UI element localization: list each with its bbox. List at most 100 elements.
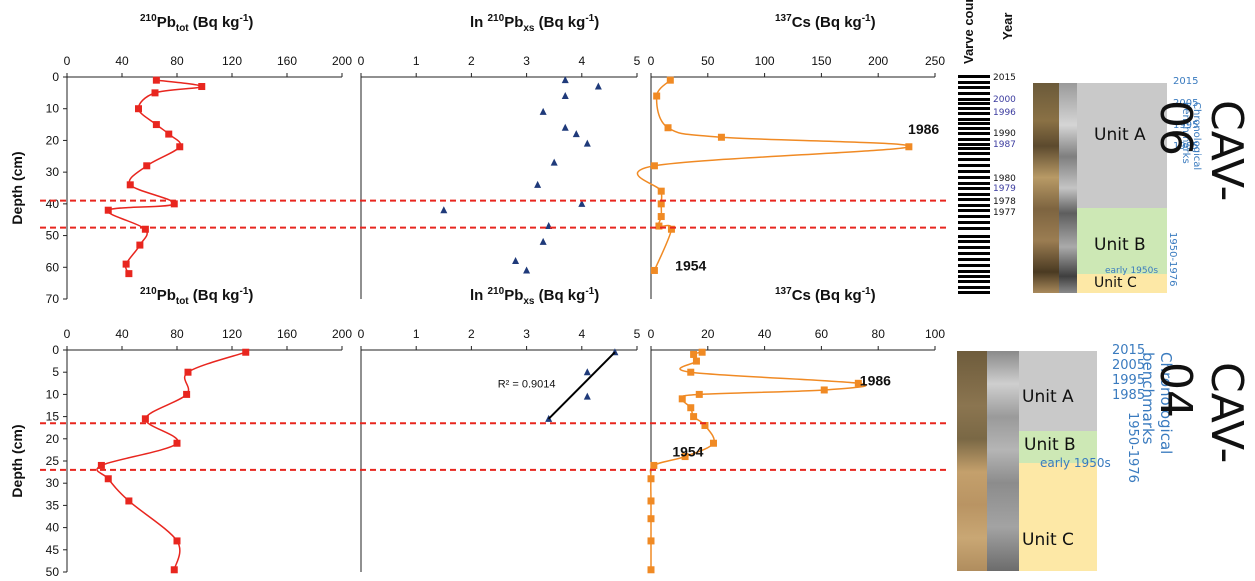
cav06-cs137-point [666,76,674,84]
cav04-cs137-title-unit-close: ) [871,287,876,304]
cav04-pb_tot-point [242,348,250,356]
cav06-pb_tot-xtick-label: 200 [332,54,352,68]
varve-year-label: 1996 [993,108,1016,118]
bench-year-2015-cav06: 2015 [1173,76,1199,87]
cav04-cs137-title-sup: 137 [775,286,792,297]
year-header: Year [1000,12,1015,40]
cav04-pb_tot-title-unit: (Bq kg [189,287,240,304]
cav06-pb_tot-point [151,89,159,97]
varve-stripe [958,81,990,84]
varve-year-label: 1977 [993,208,1016,218]
cav04-pb_tot-ytick-label: 15 [46,410,60,424]
cav06-cs137-title-sup: 137 [775,13,792,24]
cav04-pb_tot-point [125,497,133,505]
cav06-ln_pbxs-point [561,123,569,131]
varve-stripe [958,86,990,89]
cav04-cs137-point [647,515,655,523]
cav06-pb_tot-ytick-label: 10 [46,102,60,116]
core-photo-cav04 [957,351,987,571]
cav04-pb_tot-ytick-label: 30 [46,476,60,490]
varve-stripe [958,240,990,243]
cav04-cs137-point [681,453,689,461]
cav04-cs137-point [820,386,828,394]
cav06-cs137-annotation: 1986 [908,121,939,137]
cav06-cs137-xtick-label: 200 [868,54,888,68]
cav06-pb_tot-title-sub: tot [176,23,189,34]
unit-a-label-cav04: Unit A [1022,387,1074,407]
cav06-ln_pbxs-xtick-label: 2 [468,54,475,68]
unit-a-label-cav06: Unit A [1094,125,1146,145]
varve-stripe [958,127,990,130]
bench-range-cav04: 1950-1976 [1125,412,1140,483]
unit-a-layer-cav06 [1077,83,1167,208]
cav06-pb_tot-xtick-label: 0 [64,54,71,68]
cav04-cs137-title: 137Cs (Bq kg-1) [775,286,876,304]
varve-stripe [958,170,990,173]
cav06-pb_tot-ytick-label: 0 [52,70,59,84]
site-label-cav04: CAV-04 [1150,362,1252,464]
cav06-pb_tot-point [176,143,184,151]
varve-stripe [958,147,990,150]
cav04-cs137-point [647,497,655,505]
cav04-cs137-point [709,439,717,447]
varve-stripe [958,98,990,101]
cav04-pb_tot-ytick-label: 0 [52,343,59,357]
cav06-pb_tot-xtick-label: 120 [222,54,242,68]
cav04-pb_tot-series-line [96,351,246,570]
cav06-pb_tot-point [141,225,149,233]
cav06-cs137-annotation: 1954 [675,257,706,273]
cav04-cs137-point [687,404,695,412]
cav06-ln_pbxs-title-unit: (Bq kg [534,14,585,31]
cav06-cs137-title-unit-sup: -1 [862,13,871,24]
cav04-ln_pbxs-title: ln 210Pbxs (Bq kg-1) [470,286,599,307]
varve-year-label: 2000 [993,95,1016,105]
varve-year-label: 1978 [993,197,1016,207]
varve-stripe [958,143,990,146]
cav04-pb_tot-title-sup: 210 [140,286,157,297]
cav04-ln_pbxs-xtick-label: 2 [468,327,475,341]
bench-early-cav04: early 1950s [1040,456,1111,470]
varve-stripe [958,112,990,115]
cav04-cs137-point [690,413,698,421]
cav06-pb_tot-point [198,83,206,91]
unit-b-layer-cav06 [1077,208,1167,274]
varve-stripe [958,246,990,249]
cav06-ln_pbxs-title-sub: xs [523,23,535,34]
cav06-cs137-xtick-label: 150 [811,54,831,68]
cav06-pb_tot-ytick-label: 30 [46,165,60,179]
bench-year-1985-cav06: 1985 [1173,141,1199,152]
cav06-pb_tot-title-sup: 210 [140,13,157,24]
varve-stripe [958,235,990,238]
varve-stripe [958,264,990,267]
cav04-pb_tot-xtick-label: 120 [222,327,242,341]
cav04-pb_tot-point [141,415,149,423]
cav04-cs137-title-base: Cs [792,287,811,304]
cav06-ln_pbxs-title-sup: 210 [488,13,505,24]
cav04-cs137-title-unit: (Bq kg [811,287,862,304]
varve-stripe [958,132,990,135]
varve-stripe [958,227,990,230]
cav04-cs137-annotation: 1986 [860,373,891,389]
varve-stripe [958,92,990,95]
varve-stripe [958,164,990,167]
cav06-cs137-xtick-label: 100 [755,54,775,68]
cav04-ln_pbxs-title-unit-sup: -1 [585,286,594,297]
cav04-cs137-xtick-label: 80 [872,327,886,341]
varve-year-label: 1990 [993,129,1016,139]
varve-stripe [958,193,990,196]
bench-range-cav06: 1950-1976 [1167,232,1178,287]
varve-year-label: 2015 [993,73,1016,83]
varve-stripe [958,182,990,185]
cav04-pb_tot-ytick-label: 25 [46,454,60,468]
varve-stripe [958,107,990,110]
cav04-ln_pbxs-trendline [547,351,616,420]
cav04-pb_tot-title-base: Pb [157,287,176,304]
cav06-cs137-series-line [636,79,910,271]
cav04-ln_pbxs-annotation: R² = 0.9014 [498,379,556,391]
cav06-pb_tot-point [135,105,142,113]
cav04-cs137-xtick-label: 60 [815,327,829,341]
cav06-cs137-point [655,222,663,230]
cav06-ln_pbxs-point [523,266,531,274]
unit-c-label-cav04: Unit C [1022,530,1074,550]
